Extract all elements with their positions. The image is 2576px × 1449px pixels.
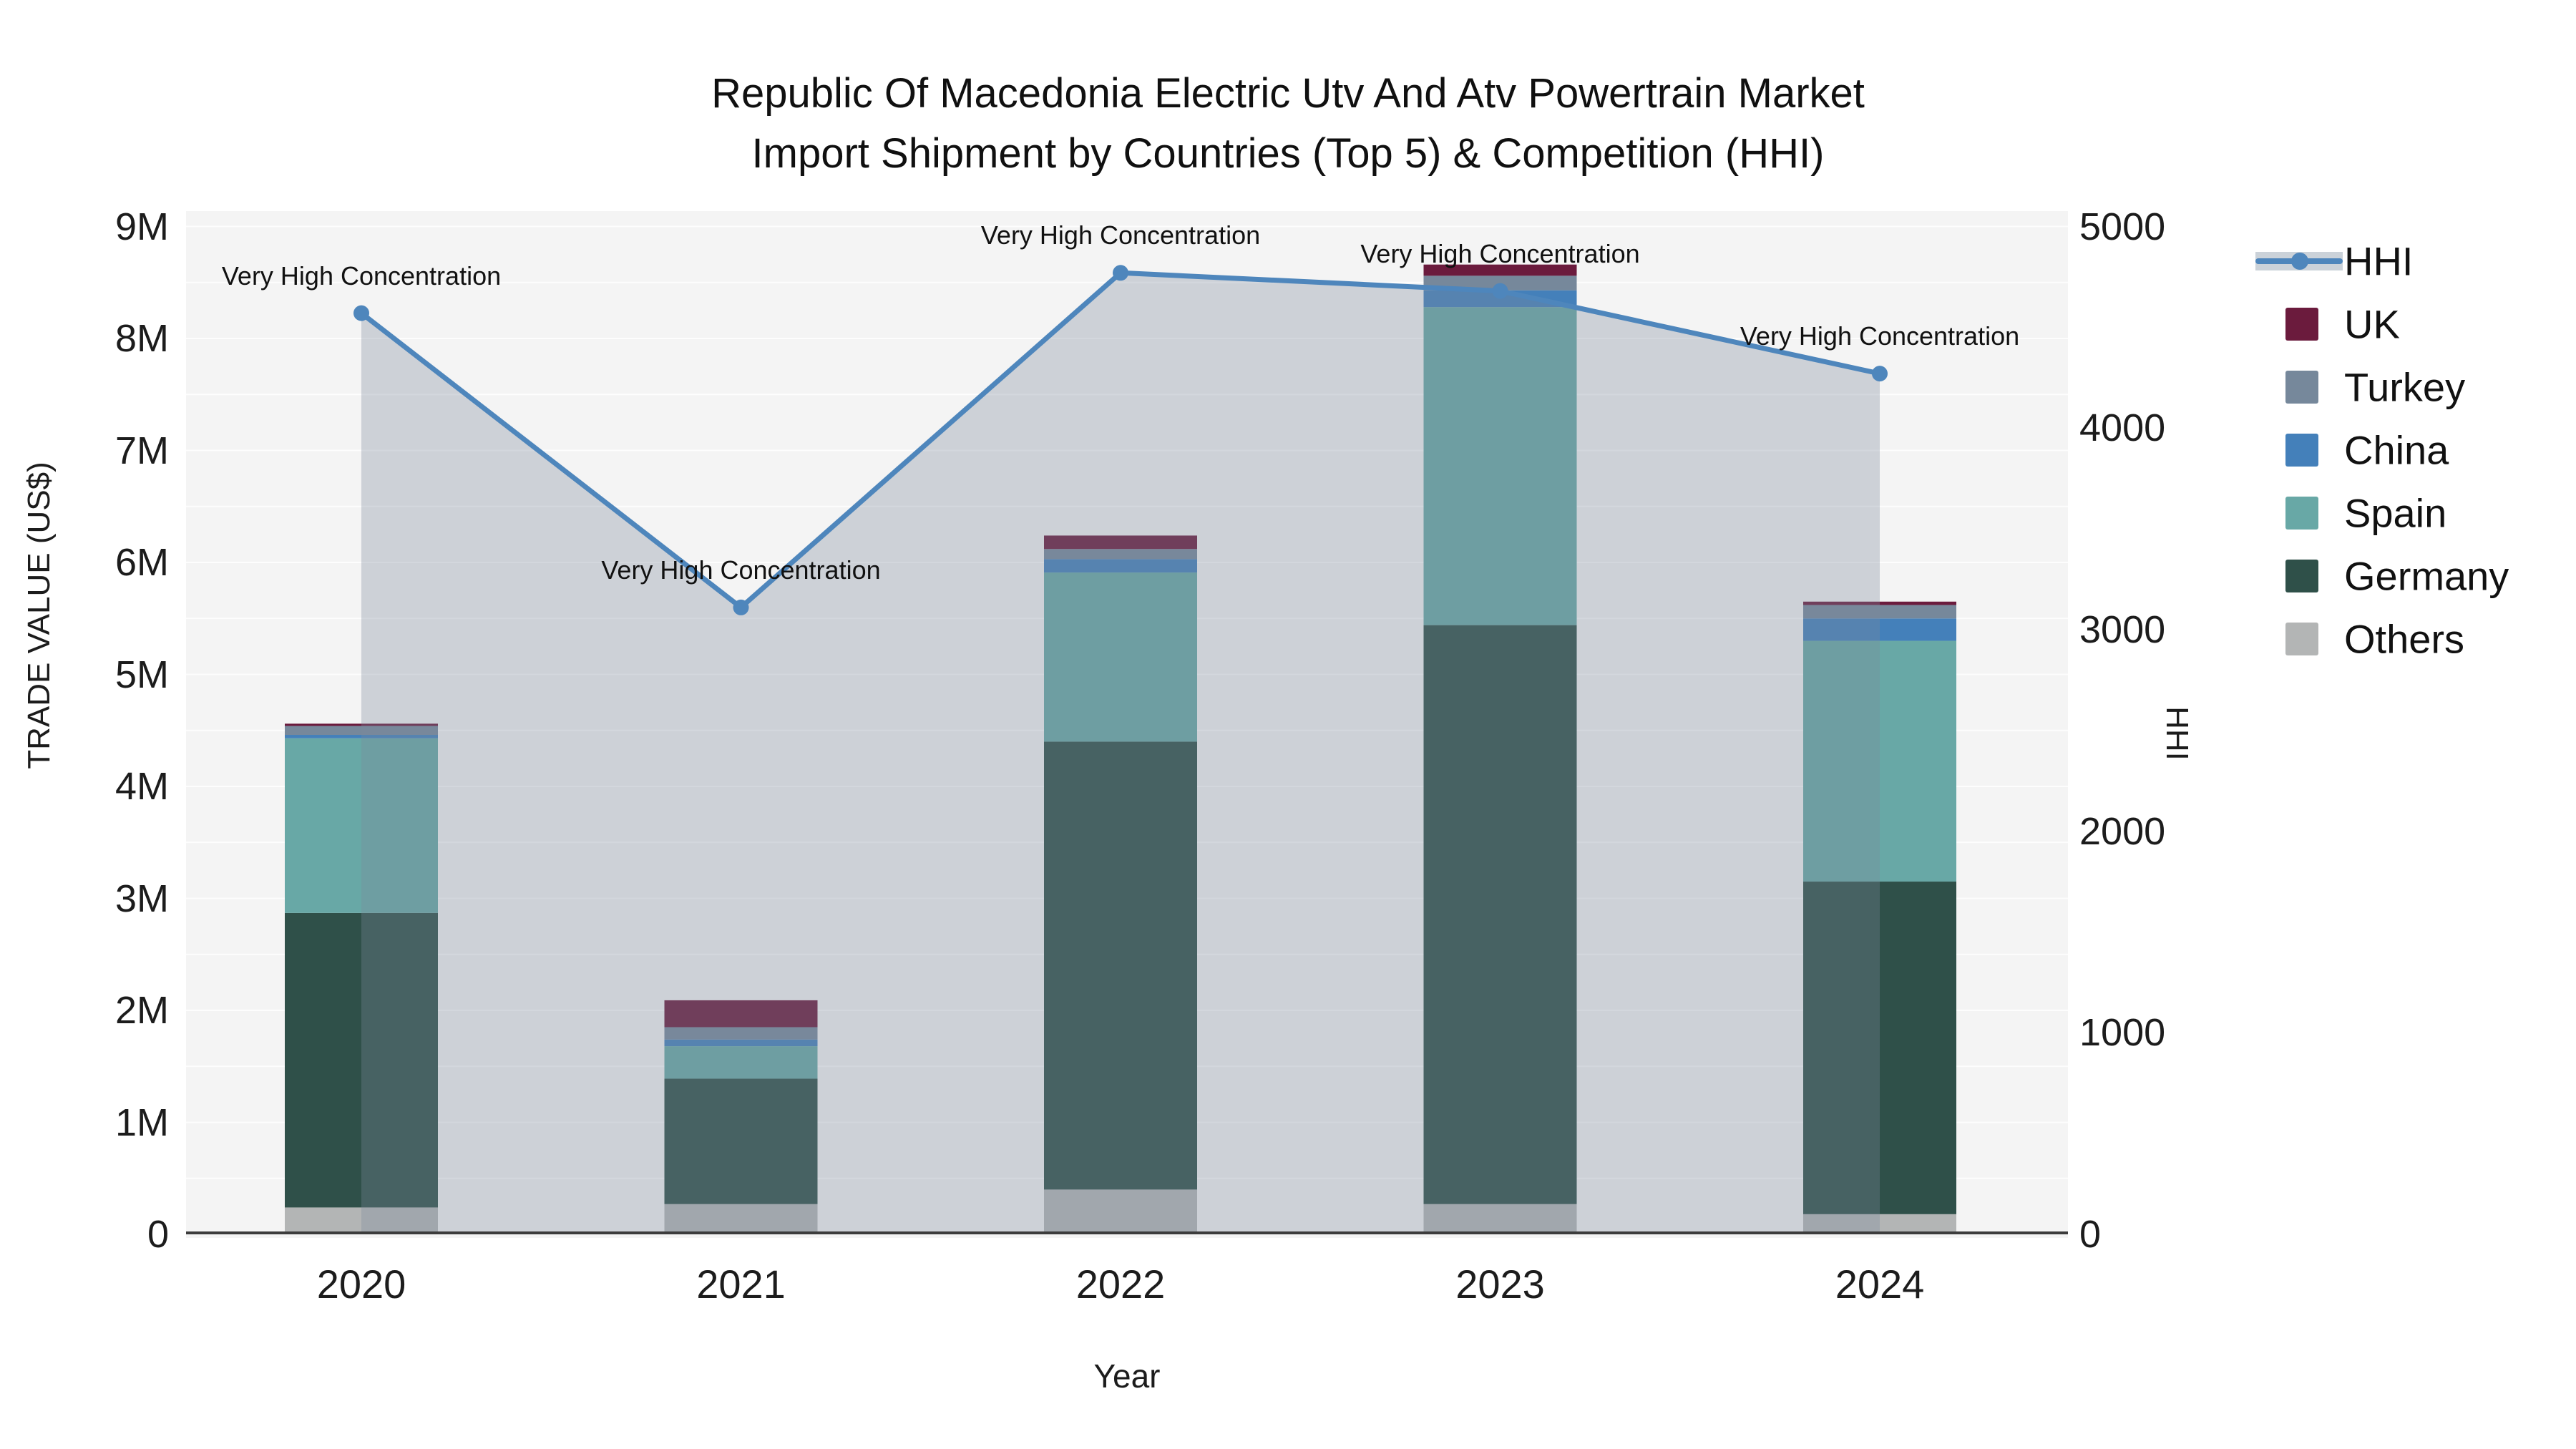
bar-segment-china-2021[interactable] [664, 1039, 818, 1047]
x-axis-tick-2024: 2024 [1835, 1262, 1925, 1307]
bar-segment-others-2023[interactable] [1423, 1204, 1577, 1234]
bar-segment-spain-2021[interactable] [664, 1046, 818, 1079]
bar-segment-china-2024[interactable] [1803, 618, 1956, 641]
bar-segment-spain-2022[interactable] [1044, 572, 1197, 742]
bar-segment-germany-2023[interactable] [1423, 625, 1577, 1204]
hhi-marker-2021[interactable] [733, 599, 749, 615]
hhi-marker-2020[interactable] [353, 305, 369, 321]
x-axis-title: Year [1093, 1357, 1161, 1395]
legend-swatch-china [2285, 434, 2318, 467]
bar-segment-germany-2020[interactable] [285, 912, 438, 1208]
x-axis-tick-2023: 2023 [1455, 1262, 1545, 1307]
bar-segment-uk-2021[interactable] [664, 1000, 818, 1028]
annotation-label-2023: Very High Concentration [1360, 238, 1640, 268]
y-axis-tick: 7M [114, 429, 169, 472]
y-axis-tick: 5M [114, 653, 169, 696]
x-axis-tick-2021: 2021 [696, 1262, 786, 1307]
bar-segment-turkey-2021[interactable] [664, 1027, 818, 1040]
legend-swatch-germany [2285, 560, 2318, 592]
bar-segment-turkey-2022[interactable] [1044, 549, 1197, 560]
bar-segment-china-2020[interactable] [285, 735, 438, 738]
y2-axis-tick: 3000 [2079, 608, 2166, 651]
y-axis-tick: 0 [147, 1213, 169, 1256]
legend-label: Spain [2344, 490, 2447, 536]
annotation-label-2021: Very High Concentration [601, 555, 881, 585]
legend-label: Germany [2344, 553, 2509, 599]
bar-segment-china-2022[interactable] [1044, 559, 1197, 573]
bar-segment-uk-2023[interactable] [1423, 264, 1577, 276]
legend-label: China [2344, 427, 2449, 473]
legend-swatch-turkey [2285, 371, 2318, 404]
legend-swatch-spain [2285, 497, 2318, 530]
annotation-label-2022: Very High Concentration [980, 220, 1261, 250]
bar-segment-others-2020[interactable] [285, 1207, 438, 1234]
chart-title-line1: Republic Of Macedonia Electric Utv And A… [711, 70, 1865, 117]
y-axis-tick: 8M [114, 317, 169, 360]
hhi-marker-2023[interactable] [1492, 283, 1508, 299]
hhi-marker-swatch [2291, 253, 2308, 270]
bar-segment-uk-2024[interactable] [1803, 601, 1956, 605]
hhi-marker-2024[interactable] [1872, 366, 1888, 382]
annotation-label-2020: Very High Concentration [221, 260, 502, 291]
legend-swatch-others [2285, 623, 2318, 655]
y2-axis-tick: 1000 [2079, 1011, 2166, 1055]
y-axis-title: TRADE VALUE (US$) [21, 462, 57, 769]
bar-segment-turkey-2024[interactable] [1803, 605, 1956, 619]
bar-segment-germany-2021[interactable] [664, 1078, 818, 1204]
legend-label: UK [2344, 301, 2400, 347]
y-axis-tick: 3M [114, 877, 169, 920]
bar-segment-others-2024[interactable] [1803, 1214, 1956, 1234]
y2-axis-tick: 0 [2079, 1213, 2102, 1256]
chart-title-line2: Import Shipment by Countries (Top 5) & C… [751, 130, 1825, 177]
y-axis-tick: 1M [114, 1101, 169, 1144]
legend-label: Others [2344, 616, 2465, 662]
bar-segment-turkey-2020[interactable] [285, 726, 438, 736]
y2-axis-tick: 2000 [2079, 809, 2166, 853]
y2-axis-tick: 4000 [2079, 406, 2166, 450]
legend-label: HHI [2344, 238, 2414, 284]
y-axis-tick: 2M [114, 989, 169, 1032]
bar-segment-others-2021[interactable] [664, 1204, 818, 1234]
bar-segment-spain-2020[interactable] [285, 738, 438, 913]
bar-segment-others-2022[interactable] [1044, 1189, 1197, 1234]
legend-swatch-uk [2285, 308, 2318, 341]
x-axis-tick-2022: 2022 [1075, 1262, 1166, 1307]
bar-segment-germany-2024[interactable] [1803, 882, 1956, 1214]
y-axis-tick: 6M [114, 541, 169, 584]
bar-segment-germany-2022[interactable] [1044, 741, 1197, 1190]
bar-segment-spain-2023[interactable] [1423, 307, 1577, 625]
annotation-label-2024: Very High Concentration [1740, 321, 2020, 351]
x-axis-tick-2020: 2020 [316, 1262, 406, 1307]
y2-axis-tick: 5000 [2079, 205, 2166, 248]
bar-segment-uk-2020[interactable] [285, 723, 438, 726]
plot-area[interactable] [186, 211, 2068, 1238]
legend-label: Turkey [2344, 364, 2466, 410]
y-axis-tick: 4M [114, 765, 169, 808]
hhi-area [361, 273, 1880, 1234]
hhi-marker-2022[interactable] [1113, 265, 1128, 281]
bar-segment-uk-2022[interactable] [1044, 535, 1197, 550]
y-axis-tick: 9M [114, 205, 169, 248]
bar-segment-spain-2024[interactable] [1803, 640, 1956, 882]
y2-axis-title: HHI [2160, 706, 2195, 761]
